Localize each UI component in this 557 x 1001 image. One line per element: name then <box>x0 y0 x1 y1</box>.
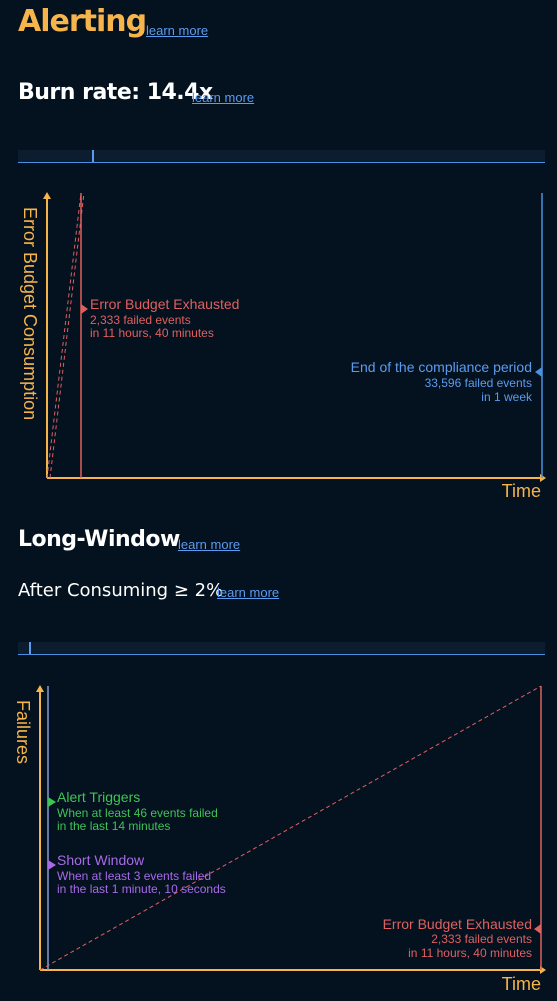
burn-rate-slider[interactable] <box>18 150 545 163</box>
time-axis-label: Time <box>502 974 541 994</box>
compliance-duration: in 1 week <box>481 390 533 404</box>
consumption-axis-label: Error Budget Consumption <box>20 207 40 420</box>
consumption-slider-handle[interactable] <box>29 642 31 654</box>
exhausted-marker-icon <box>81 304 88 314</box>
consumption-dashed-line <box>46 192 82 479</box>
alert-triggers-marker-icon <box>48 797 56 807</box>
after-consuming-learn-more-link[interactable]: learn more <box>217 585 280 600</box>
short-window-threshold: When at least 3 events failed <box>57 869 211 883</box>
exhausted-marker-icon <box>534 924 541 934</box>
burn-rate-learn-more-link[interactable]: learn more <box>192 90 255 105</box>
burn-rate-slider-handle[interactable] <box>92 150 94 162</box>
failures-dashed-line <box>39 685 542 971</box>
error-budget-consumption-chart: Error Budget Consumption Time Error Budg… <box>20 192 546 501</box>
short-window-marker-icon <box>48 860 56 870</box>
consumption-slider[interactable] <box>18 642 545 655</box>
time-axis-label: Time <box>502 481 541 501</box>
alerting-title: Alerting <box>18 4 147 39</box>
exhausted-title: Error Budget Exhausted <box>90 296 239 312</box>
exhausted-failed-events: 2,333 failed events <box>90 313 191 327</box>
failures-axis-arrow-icon <box>36 685 44 692</box>
short-window-window: in the last 1 minute, 10 seconds <box>57 882 226 896</box>
alert-triggers-threshold: When at least 46 events failed <box>57 806 218 820</box>
compliance-marker-icon <box>535 367 542 377</box>
exhausted-failed-events: 2,333 failed events <box>431 932 532 946</box>
after-consuming-title: After Consuming ≥ 2% <box>18 580 224 601</box>
consumption-dashed-line-2 <box>49 192 85 479</box>
exhausted-title: Error Budget Exhausted <box>383 916 532 932</box>
long-window-title: Long-Window <box>18 527 180 552</box>
exhausted-duration: in 11 hours, 40 minutes <box>408 946 532 960</box>
consumption-axis-arrow-icon <box>43 192 51 199</box>
long-window-learn-more-link[interactable]: learn more <box>178 537 241 552</box>
compliance-end-title: End of the compliance period <box>351 359 532 375</box>
failures-axis-label: Failures <box>13 700 33 764</box>
burn-rate-title: Burn rate: 14.4x <box>18 80 213 105</box>
exhausted-duration: in 11 hours, 40 minutes <box>90 326 214 340</box>
short-window-title: Short Window <box>57 852 145 868</box>
alert-triggers-title: Alert Triggers <box>57 789 140 805</box>
alert-triggers-window: in the last 14 minutes <box>57 819 170 833</box>
long-window-failures-chart: Failures Time Alert Triggers When at lea… <box>13 685 546 994</box>
alerting-learn-more-link[interactable]: learn more <box>146 23 209 38</box>
compliance-failed-events: 33,596 failed events <box>425 376 532 390</box>
